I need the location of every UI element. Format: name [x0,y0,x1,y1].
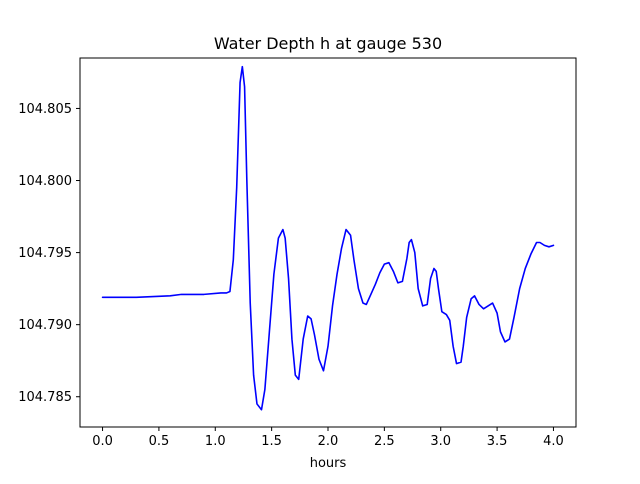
y-tick-label: 104.790 [18,318,72,333]
y-tick-label: 104.795 [18,246,72,261]
x-tick-label: 4.0 [543,434,564,449]
x-tick-label: 2.0 [318,434,339,449]
y-tick-label: 104.805 [18,102,72,117]
x-tick-label: 3.0 [430,434,451,449]
x-tick-label: 1.5 [261,434,282,449]
y-tick-label: 104.785 [18,390,72,405]
x-tick-label: 3.5 [487,434,508,449]
chart-title: Water Depth h at gauge 530 [214,34,442,53]
x-tick-label: 1.0 [205,434,226,449]
plot-area: 0.0 0.5 1.0 1.5 2.0 2.5 3.0 3.5 4.0 104.785 104.79… [18,57,577,449]
series-line-0 [101,65,555,411]
x-tick-label: 2.5 [374,434,395,449]
x-tick-label: 0.0 [92,434,113,449]
x-axis-label: hours [310,456,347,471]
y-tick-label: 104.800 [18,174,72,189]
x-tick-label: 0.5 [149,434,170,449]
